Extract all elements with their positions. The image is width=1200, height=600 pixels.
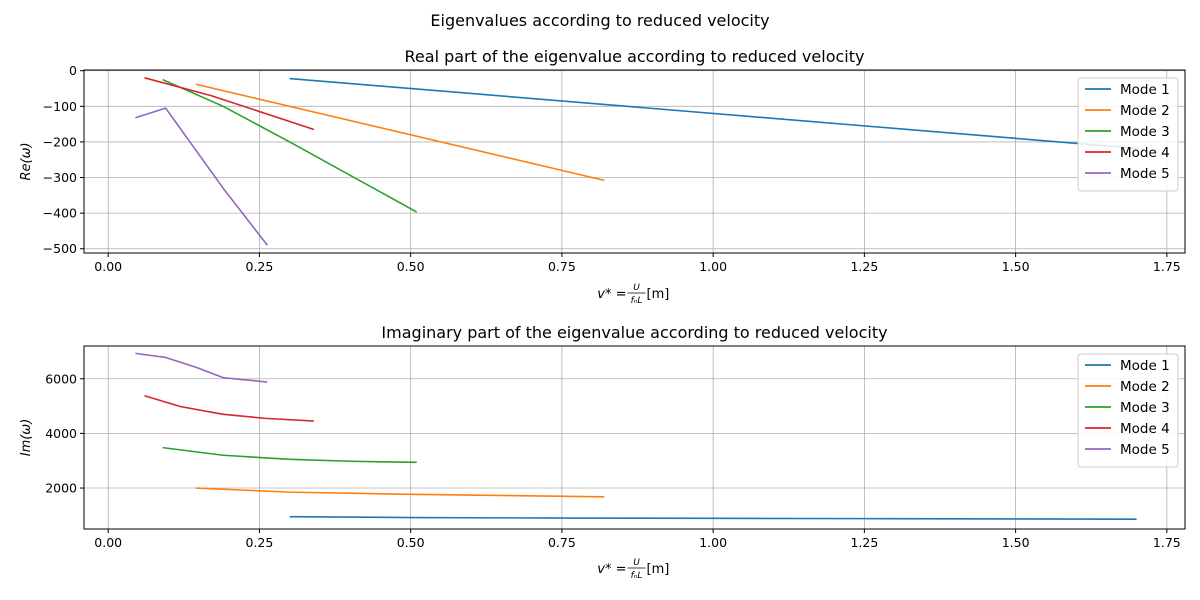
- series-line-mode-4: [144, 77, 315, 131]
- y-axis-label: Re(ω): [19, 142, 34, 180]
- x-tick-label: 1.75: [1153, 259, 1181, 274]
- legend: Mode 1 Mode 2 Mode 3 Mode 4 Mode 5: [1077, 353, 1179, 468]
- x-tick-label: 1.00: [699, 259, 727, 274]
- legend-label-mode-1: Mode 1: [1120, 82, 1170, 98]
- series-line-mode-5: [135, 352, 268, 383]
- series-line-mode-5: [135, 107, 268, 246]
- x-tick-label: 1.25: [850, 535, 878, 550]
- chart-title: Real part of the eigenvalue according to…: [405, 47, 865, 66]
- y-tick-label: 2000: [45, 481, 77, 496]
- x-axis-label-main: v* =: [597, 287, 626, 302]
- y-tick-label: −200: [43, 134, 77, 149]
- chart-title: Imaginary part of the eigenvalue accordi…: [381, 323, 887, 342]
- x-axis-label-numerator: U: [633, 558, 640, 568]
- legend-box: [1077, 353, 1179, 468]
- legend-label-mode-4: Mode 4: [1120, 145, 1170, 161]
- x-axis-label-denominator: fₙL: [631, 571, 643, 581]
- x-tick-label: 0.50: [397, 259, 425, 274]
- series-line-mode-3: [162, 446, 417, 464]
- x-axis-label-unit: [m]: [647, 287, 670, 302]
- x-axis-label-main: v* =: [597, 562, 626, 577]
- y-tick-label: −500: [43, 241, 77, 256]
- axes-frame: [83, 69, 1186, 254]
- x-axis-label-unit: [m]: [647, 562, 670, 577]
- x-axis-label-denominator: fₙL: [631, 296, 643, 306]
- x-tick-label: 0.75: [548, 259, 576, 274]
- legend-label-mode-3: Mode 3: [1120, 400, 1170, 416]
- x-tick-label: 0.25: [246, 259, 274, 274]
- real-part-chart: Real part of the eigenvalue according to…: [19, 47, 1186, 306]
- legend: Mode 1 Mode 2 Mode 3 Mode 4 Mode 5: [1077, 77, 1179, 192]
- y-tick-label: −100: [43, 99, 77, 114]
- series-line-mode-1: [289, 515, 1137, 520]
- y-axis-label: Im(ω): [19, 419, 34, 457]
- x-tick-label: 1.50: [1002, 259, 1030, 274]
- x-tick-label: 0.25: [246, 535, 274, 550]
- legend-label-mode-4: Mode 4: [1120, 421, 1170, 437]
- legend-label-mode-5: Mode 5: [1120, 166, 1170, 182]
- x-tick-label: 1.25: [850, 259, 878, 274]
- legend-label-mode-2: Mode 2: [1120, 379, 1170, 395]
- x-tick-label: 0.00: [94, 535, 122, 550]
- legend-box: [1077, 77, 1179, 192]
- y-tick-label: 0: [69, 63, 77, 78]
- imaginary-part-chart: Imaginary part of the eigenvalue accordi…: [19, 323, 1186, 581]
- x-tick-label: 0.00: [94, 259, 122, 274]
- x-tick-label: 1.00: [699, 535, 727, 550]
- legend-label-mode-2: Mode 2: [1120, 103, 1170, 119]
- y-tick-label: −300: [43, 170, 77, 185]
- series-line-mode-1: [289, 77, 1137, 150]
- x-tick-label: 1.50: [1002, 535, 1030, 550]
- series-line-mode-2: [195, 487, 605, 498]
- legend-label-mode-5: Mode 5: [1120, 442, 1170, 458]
- series-line-mode-4: [144, 394, 314, 422]
- x-tick-label: 0.50: [397, 535, 425, 550]
- legend-label-mode-3: Mode 3: [1120, 124, 1170, 140]
- y-tick-label: 4000: [45, 426, 77, 441]
- x-tick-label: 0.75: [548, 535, 576, 550]
- y-tick-label: −400: [43, 206, 77, 221]
- series-line-mode-2: [195, 83, 605, 182]
- axes-frame: [83, 345, 1186, 530]
- legend-label-mode-1: Mode 1: [1120, 358, 1170, 374]
- x-axis-label-numerator: U: [633, 283, 640, 293]
- figure-title: Eigenvalues according to reduced velocit…: [430, 11, 769, 30]
- y-tick-label: 6000: [45, 371, 77, 386]
- series-line-mode-3: [162, 78, 418, 213]
- x-tick-label: 1.75: [1153, 535, 1181, 550]
